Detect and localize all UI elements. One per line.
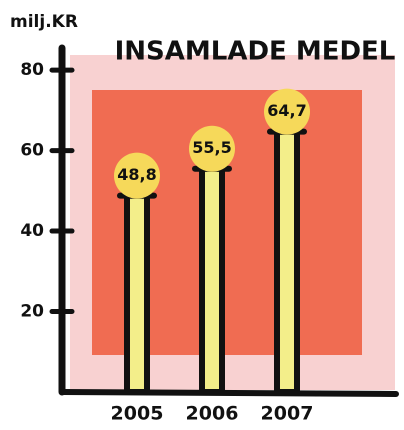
bar bbox=[277, 132, 297, 392]
chart-title: INSAMLADE MEDEL bbox=[115, 37, 396, 67]
y-tick-label: 60 bbox=[20, 141, 44, 161]
value-label: 48,8 bbox=[117, 165, 156, 184]
x-tick-label: 2005 bbox=[111, 403, 164, 425]
value-label: 64,7 bbox=[267, 101, 306, 120]
bar bbox=[202, 169, 222, 392]
value-label: 55,5 bbox=[192, 138, 231, 157]
y-tick-label: 20 bbox=[20, 302, 44, 322]
x-tick-label: 2007 bbox=[261, 403, 314, 425]
x-axis bbox=[62, 392, 396, 394]
y-tick-label: 80 bbox=[20, 60, 44, 80]
y-axis-label: milj.KR bbox=[10, 12, 78, 32]
chart: milj.KR INSAMLADE MEDEL 20 40 60 80 2005 48,8… bbox=[0, 0, 404, 430]
x-tick-label: 2006 bbox=[186, 403, 239, 425]
y-tick-label: 40 bbox=[20, 221, 44, 241]
bar bbox=[127, 196, 147, 392]
